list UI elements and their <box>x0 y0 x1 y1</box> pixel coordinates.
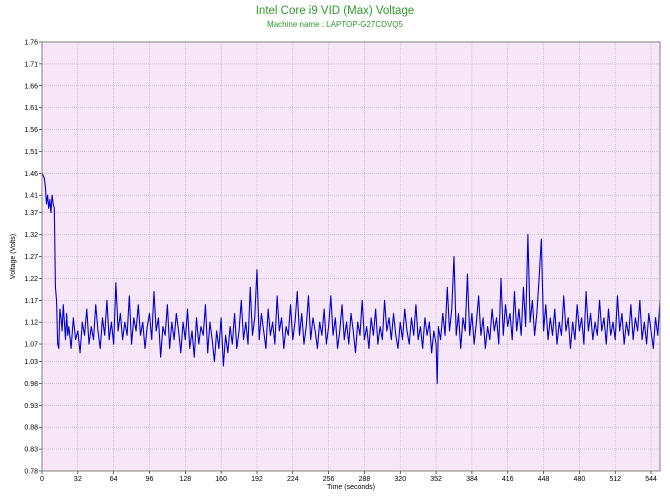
y-tick-label: 1.37 <box>24 210 38 217</box>
x-tick-label: 448 <box>538 476 550 483</box>
y-tick-label: 1.46 <box>24 171 38 178</box>
y-tick-label: 1.66 <box>24 83 38 90</box>
y-tick-label: 0.98 <box>24 381 38 388</box>
x-tick-label: 192 <box>251 476 263 483</box>
y-tick-label: 1.51 <box>24 149 38 156</box>
x-tick-label: 512 <box>609 476 621 483</box>
y-tick-label: 1.22 <box>24 276 38 283</box>
chart-subtitle: Machine name : LAPTOP-G27CDVQ5 <box>267 20 403 29</box>
y-tick-label: 0.88 <box>24 425 38 432</box>
y-tick-label: 1.61 <box>24 105 38 112</box>
y-tick-label: 1.71 <box>24 61 38 68</box>
x-tick-label: 0 <box>40 476 44 483</box>
y-tick-label: 1.03 <box>24 359 38 366</box>
y-tick-label: 0.93 <box>24 403 38 410</box>
x-tick-label: 128 <box>179 476 191 483</box>
x-tick-label: 288 <box>359 476 371 483</box>
y-axis-label: Voltage (Volts) <box>10 234 17 279</box>
y-tick-label: 1.12 <box>24 320 38 327</box>
y-tick-label: 1.27 <box>24 254 38 261</box>
plot-border <box>41 41 661 472</box>
y-tick-label: 0.83 <box>24 447 38 454</box>
x-tick-label: 32 <box>74 476 82 483</box>
x-tick-label: 224 <box>287 476 299 483</box>
series-line-vid-voltage <box>41 173 661 384</box>
y-tick-label: 1.07 <box>24 342 38 349</box>
x-tick-label: 256 <box>323 476 335 483</box>
y-tick-label: 0.78 <box>24 469 38 476</box>
x-tick-label: 480 <box>574 476 586 483</box>
x-tick-label: 96 <box>146 476 154 483</box>
x-tick-label: 384 <box>466 476 478 483</box>
y-tick-label: 1.41 <box>24 193 38 200</box>
y-tick-label: 1.56 <box>24 127 38 134</box>
y-tick-label: 1.32 <box>24 232 38 239</box>
x-tick-label: 64 <box>110 476 118 483</box>
x-tick-label: 352 <box>430 476 442 483</box>
x-tick-label: 320 <box>394 476 406 483</box>
y-axis-ticks: 0.78 0.83 0.88 0.93 0.98 1.03 1.07 1.12 1.17 1.22… <box>24 40 42 476</box>
x-axis-ticks: 0 32 64 96 128 160 192 224 256 288 320 352 384 416 448… <box>40 471 657 483</box>
x-tick-label: 416 <box>502 476 514 483</box>
chart-title: Intel Core i9 VID (Max) Voltage <box>255 5 415 17</box>
x-axis-label: Time (seconds) <box>327 484 375 491</box>
x-tick-label: 160 <box>215 476 227 483</box>
y-tick-label: 1.17 <box>24 298 38 305</box>
grid-lines <box>42 42 660 471</box>
y-tick-label: 1.76 <box>24 40 38 47</box>
x-tick-label: 544 <box>645 476 657 483</box>
